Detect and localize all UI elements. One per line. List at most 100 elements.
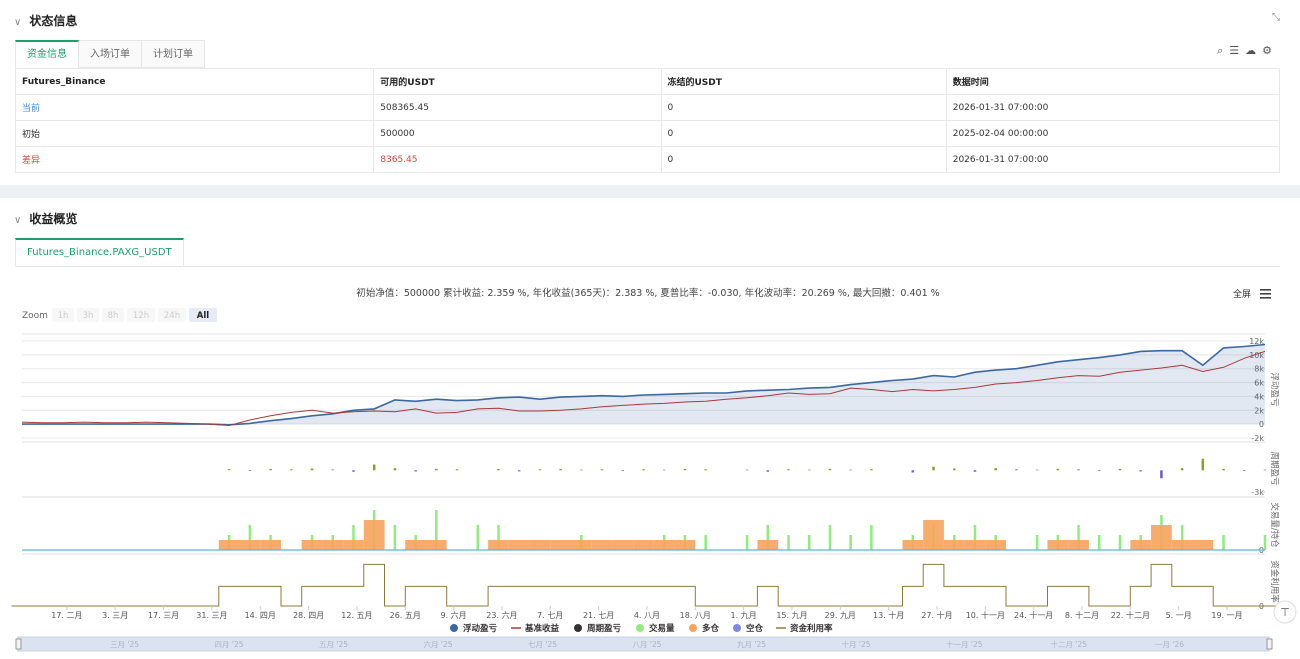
scroll-top[interactable]: ⊤ xyxy=(1273,600,1297,624)
legend-label[interactable]: 交易量 xyxy=(649,623,675,634)
bar xyxy=(1035,469,1039,471)
bar xyxy=(953,468,956,471)
y-tick-label: 6k xyxy=(1254,379,1264,388)
bar xyxy=(911,470,915,473)
expand-icon[interactable]: ⤡ xyxy=(1272,12,1280,23)
zoom-button[interactable]: 12h xyxy=(133,311,149,321)
bar xyxy=(497,525,500,550)
legend-label[interactable]: 周期盈亏 xyxy=(587,623,622,634)
position-block xyxy=(1068,540,1089,550)
table-cell: 8365.45 xyxy=(373,146,662,173)
tab[interactable]: 资金信息 xyxy=(15,40,79,68)
legend-symbol xyxy=(733,624,741,632)
x-tick-label: 28. 四月 xyxy=(293,611,324,620)
bar xyxy=(269,468,272,471)
legend-label[interactable]: 资金利用率 xyxy=(790,623,833,634)
bar xyxy=(600,469,604,471)
y-tick-label: 10k xyxy=(1249,351,1264,360)
overview-card: ∨ 收益概览 Futures_Binance.PAXG_USDT xyxy=(0,198,1300,659)
menu-icon[interactable] xyxy=(1260,289,1271,299)
bar xyxy=(1077,469,1080,471)
position-block xyxy=(425,540,447,550)
bar xyxy=(331,469,334,471)
position-block xyxy=(923,520,944,550)
bar xyxy=(1077,525,1080,550)
zoom-button-bg xyxy=(189,308,217,322)
bar xyxy=(807,469,811,471)
x-tick-label: 10. 十一月 xyxy=(966,610,1005,620)
status-card: ∨ 状态信息 ⤡ 资金信息 入场订单 计划订单 ⌕☰☁⚙ Futures_Binanc… xyxy=(0,0,1300,185)
legend-label[interactable]: 多仓 xyxy=(702,623,720,634)
zoom-button[interactable]: All xyxy=(197,311,209,321)
zoom-button-bg xyxy=(102,308,124,322)
line xyxy=(21,350,1266,427)
settings-icon[interactable]: ⚙ xyxy=(1262,44,1278,57)
position-block xyxy=(674,540,696,550)
position-block xyxy=(653,540,675,550)
bar xyxy=(766,525,770,550)
zoom-button[interactable]: 24h xyxy=(164,311,180,321)
position-block xyxy=(964,540,986,550)
position-block xyxy=(1171,540,1193,550)
navigator-label: 八月 '25 xyxy=(633,640,662,649)
navigator-handle[interactable] xyxy=(15,638,22,650)
navigator-handle[interactable] xyxy=(1266,638,1273,650)
x-tick-label: 31. 三月 xyxy=(196,611,227,620)
legend-label[interactable]: 基准收益 xyxy=(524,623,560,634)
bar xyxy=(642,469,645,471)
position-block xyxy=(633,540,654,550)
bar xyxy=(435,468,438,471)
navigator-label: 十一月 '25 xyxy=(946,639,983,649)
fullscreen[interactable]: 全屏 xyxy=(1233,288,1251,300)
x-tick-label: 19. 一月 xyxy=(1211,611,1242,620)
overview-tab[interactable]: Futures_Binance.PAXG_USDT xyxy=(15,238,184,266)
tab[interactable]: 入场订单 xyxy=(79,40,142,68)
y-tick-label: 0 xyxy=(1259,420,1264,429)
bar xyxy=(1118,468,1122,471)
bar xyxy=(787,535,790,550)
bar xyxy=(662,469,666,471)
zoom-button[interactable]: 1h xyxy=(58,311,69,321)
position-block xyxy=(363,520,385,550)
search-icon[interactable]: ⌕ xyxy=(1217,44,1230,57)
navigator-label: 九月 '25 xyxy=(737,640,766,649)
x-tick-label: 21. 七月 xyxy=(583,611,614,620)
bar xyxy=(1222,468,1225,471)
zoom-button[interactable]: 8h xyxy=(108,311,119,321)
zoom-button[interactable]: 3h xyxy=(83,311,94,321)
legend-symbol xyxy=(636,624,644,632)
position-block xyxy=(570,540,592,550)
bar xyxy=(745,535,749,550)
table-cell: 0 xyxy=(660,120,947,147)
x-tick-label: 24. 十一月 xyxy=(1014,610,1053,620)
list-icon[interactable]: ☰ xyxy=(1229,44,1246,57)
bar xyxy=(704,469,707,471)
overview-tabs: Futures_Binance.PAXG_USDT xyxy=(15,238,184,266)
bar xyxy=(290,469,293,471)
status-table: Futures_Binance 可用的USDT 冻结的USDT 数据时间 当前 50836… xyxy=(14,68,1281,173)
bar xyxy=(1222,535,1225,550)
tab[interactable]: 计划订单 xyxy=(142,40,205,68)
bar xyxy=(683,468,687,471)
bar xyxy=(435,510,438,550)
bar xyxy=(1056,468,1060,471)
table-cell: 500000 xyxy=(373,120,662,147)
zoom-button-bg xyxy=(77,308,99,322)
x-tick-label: 9. 六月 xyxy=(441,610,467,620)
cloud-icon[interactable]: ☁ xyxy=(1245,44,1263,57)
bar xyxy=(870,469,873,471)
x-tick-label: 4. 八月 xyxy=(634,611,660,620)
bar xyxy=(849,469,852,471)
bar xyxy=(1180,525,1184,550)
bar xyxy=(973,525,977,550)
navigator-label: 十二月 '25 xyxy=(1051,639,1088,649)
bar xyxy=(621,470,625,472)
zoom-label: Zoom xyxy=(22,311,48,321)
status-header[interactable]: ∨ 状态信息 xyxy=(14,14,78,28)
bar xyxy=(994,468,997,471)
position-block xyxy=(343,540,364,550)
legend-label[interactable]: 空仓 xyxy=(746,623,764,634)
legend-label[interactable]: 浮动盈亏 xyxy=(463,623,498,634)
overview-header[interactable]: ∨ 收益概览 xyxy=(14,212,78,226)
